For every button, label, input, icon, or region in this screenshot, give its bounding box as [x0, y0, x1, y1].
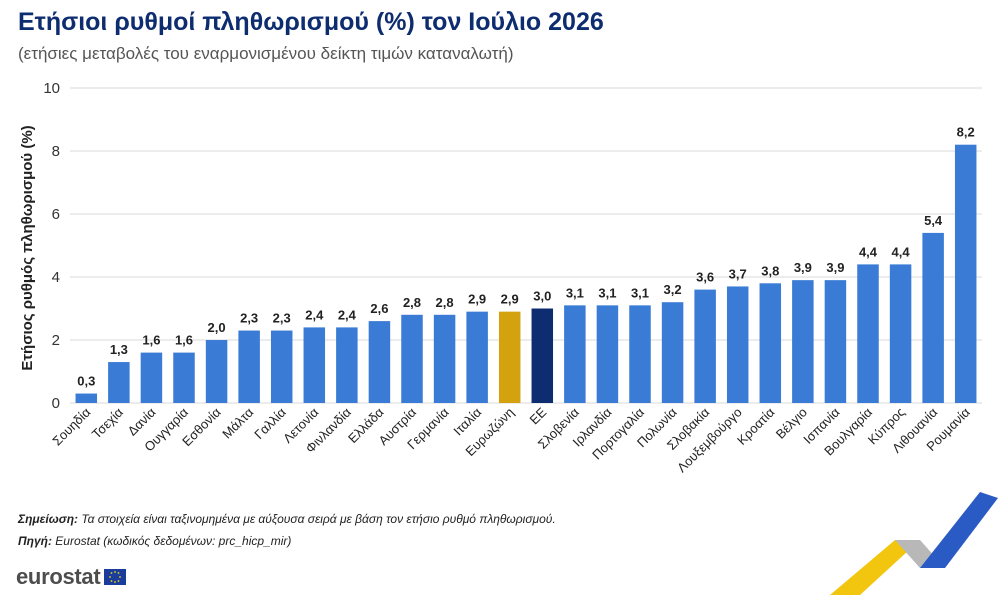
bar [661, 302, 684, 403]
data-label: 2,6 [370, 301, 388, 316]
bar [108, 362, 130, 403]
y-tick-label: 10 [43, 80, 60, 97]
data-label: 5,4 [924, 213, 943, 228]
bar [173, 352, 195, 403]
bar [922, 232, 944, 403]
data-labels: 0,3 1,3 1,6 1,6 2,0 2,3 2,3 2,4 2,4 2,6 2,8 2,8 2,9 2… [77, 125, 975, 389]
page-subtitle: (ετήσιες μεταβολές του εναρμονισμένου δε… [18, 44, 514, 63]
page-title: Ετήσιοι ρυθμοί πληθωρισμού (%) τον Ιούλι… [18, 8, 604, 36]
bar [498, 311, 521, 403]
source-text: Eurostat (κωδικός δεδομένων: prc_hicp_mi… [51, 534, 292, 548]
x-tick-label: ΕΕ [527, 404, 550, 427]
data-label: 1,6 [175, 333, 193, 348]
bar [205, 340, 228, 403]
bar [694, 289, 716, 403]
data-label: 2,8 [436, 295, 454, 310]
bar [531, 308, 554, 403]
eu-flag-icon [104, 569, 127, 585]
data-label: 1,6 [142, 333, 160, 348]
data-label: 3,9 [826, 260, 844, 275]
footnote: Σημείωση: Τα στοιχεία είναι ταξινομημένα… [18, 512, 556, 526]
y-tick-label: 0 [52, 395, 60, 412]
data-label: 2,9 [501, 292, 519, 307]
data-label: 2,9 [468, 292, 486, 307]
source-label: Πηγή: [18, 534, 52, 548]
data-label: 3,1 [631, 285, 649, 300]
bar-chart: 0 2 4 6 8 10 Ετήσιος ρυθμός πληθωρισμού (%) 0… [19, 80, 982, 475]
data-label: 2,0 [208, 320, 226, 335]
x-tick-label: Τσεχία [89, 404, 127, 442]
bar [140, 352, 163, 403]
bar [889, 264, 912, 403]
x-tick-label: Κροατία [734, 404, 778, 448]
data-label: 2,4 [305, 307, 324, 322]
x-tick-label: Μάλτα [219, 404, 256, 441]
y-axis-ticks: 0 2 4 6 8 10 [43, 80, 60, 412]
bar [954, 144, 977, 403]
data-label: 3,9 [794, 260, 812, 275]
data-label: 3,0 [533, 289, 551, 304]
bar [433, 314, 456, 403]
bar [303, 327, 326, 403]
bar [466, 311, 488, 403]
bars [75, 144, 977, 403]
y-tick-label: 2 [52, 332, 60, 349]
bar [792, 280, 814, 403]
data-label: 3,8 [761, 263, 779, 278]
data-label: 3,7 [729, 266, 747, 281]
note-text: Τα στοιχεία είναι ταξινομημένα με αύξουσ… [78, 512, 556, 526]
bar [270, 330, 293, 403]
bar [726, 286, 749, 403]
data-label: 2,3 [240, 311, 258, 326]
bar [401, 314, 423, 403]
bar [238, 330, 260, 403]
bar [336, 327, 358, 403]
data-label: 2,3 [273, 311, 291, 326]
bar [75, 393, 98, 403]
data-label: 4,4 [892, 244, 911, 259]
data-label: 8,2 [957, 125, 975, 140]
bar [368, 321, 391, 403]
y-axis-label: Ετήσιος ρυθμός πληθωρισμού (%) [19, 125, 36, 370]
y-tick-label: 8 [52, 143, 60, 160]
eurostat-logo: eurostat [16, 564, 127, 590]
data-label: 3,1 [598, 285, 616, 300]
bar [759, 283, 782, 403]
bar [857, 264, 879, 403]
data-label: 3,6 [696, 270, 714, 285]
data-label: 2,4 [338, 307, 357, 322]
y-tick-label: 6 [52, 206, 60, 223]
data-label: 3,1 [566, 285, 584, 300]
source-line: Πηγή: Eurostat (κωδικός δεδομένων: prc_h… [18, 534, 291, 548]
data-label: 4,4 [859, 244, 878, 259]
bar [824, 280, 847, 403]
logo-text: eurostat [16, 564, 101, 589]
bar [629, 305, 651, 403]
data-label: 0,3 [77, 374, 95, 389]
y-tick-label: 4 [52, 269, 60, 286]
note-label: Σημείωση: [18, 512, 79, 526]
bar [564, 305, 586, 403]
x-axis-categories: ΣουηδίαΤσεχίαΔανίαΟυγγαρίαΕσθονίαΜάλταΓα… [49, 404, 973, 475]
bar [596, 305, 619, 403]
data-label: 3,2 [664, 282, 682, 297]
data-label: 1,3 [110, 342, 128, 357]
data-label: 2,8 [403, 295, 421, 310]
eurostat-chevron-decoration [830, 492, 998, 595]
